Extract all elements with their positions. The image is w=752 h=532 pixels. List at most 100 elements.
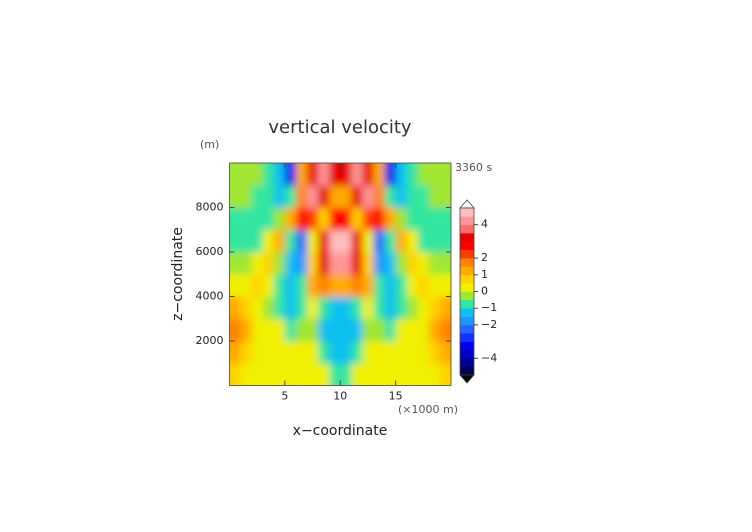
field-cell xyxy=(351,363,363,386)
y-tick-label: 6000 xyxy=(196,245,224,258)
field-cell xyxy=(417,207,430,231)
field-cell xyxy=(240,252,253,275)
field-cell xyxy=(351,207,363,231)
field-cell xyxy=(351,274,363,297)
field-cell xyxy=(384,318,397,342)
colorbar-segment xyxy=(460,316,474,326)
field-cell xyxy=(307,207,319,231)
field-cell xyxy=(417,363,430,386)
field-cell xyxy=(340,252,352,275)
field-cell xyxy=(240,318,253,342)
field-cell xyxy=(362,163,374,186)
field-cell xyxy=(384,229,397,253)
field-cell xyxy=(406,252,419,275)
field-cell xyxy=(318,252,330,275)
field-cell xyxy=(251,363,264,386)
field-cell xyxy=(229,252,242,275)
field-cell xyxy=(273,163,286,186)
colorbar-segment xyxy=(460,266,474,276)
field-cell xyxy=(384,274,397,297)
field-cell xyxy=(251,252,264,275)
field-cell xyxy=(318,207,330,231)
colorbar-segment xyxy=(460,299,474,309)
field-cell xyxy=(307,229,319,253)
field-cell xyxy=(329,274,341,297)
field-cell xyxy=(295,363,308,386)
field-cell xyxy=(307,185,319,208)
field-cell xyxy=(373,318,386,342)
field-cell xyxy=(406,229,419,253)
colorbar-tick-label: −4 xyxy=(481,351,497,364)
field-cell xyxy=(295,207,308,231)
field-cell xyxy=(362,207,374,231)
field-cell xyxy=(362,185,374,208)
field-cell xyxy=(307,296,319,320)
field-cell xyxy=(351,163,363,186)
x-unit: (×1000 m) xyxy=(398,403,458,416)
field-cell xyxy=(295,341,308,364)
field-cell xyxy=(251,274,264,297)
field-cell xyxy=(428,185,441,208)
field-cell xyxy=(406,185,419,208)
field-cell xyxy=(428,363,441,386)
colorbar-tick-label: 1 xyxy=(481,268,488,281)
field-cell xyxy=(273,185,286,208)
time-label: 3360 s xyxy=(455,161,492,174)
field-cell xyxy=(406,274,419,297)
field-cell xyxy=(284,296,297,320)
y-tick-label: 8000 xyxy=(196,201,224,214)
field-cell xyxy=(284,163,297,186)
field-cell xyxy=(240,274,253,297)
field-cell xyxy=(373,163,386,186)
field-cell xyxy=(329,363,341,386)
field-cell xyxy=(439,274,451,297)
colorbar-segment xyxy=(460,333,474,342)
colorbar-segment xyxy=(460,249,474,259)
field-cell xyxy=(262,363,275,386)
colorbar-segment xyxy=(460,208,474,217)
field-cell xyxy=(307,341,319,364)
field-cell xyxy=(362,274,374,297)
field-cell xyxy=(273,274,286,297)
colorbar-segment xyxy=(460,366,474,376)
field-cell xyxy=(406,341,419,364)
colorbar-segment xyxy=(460,308,474,317)
field-cell xyxy=(318,341,330,364)
field-cell xyxy=(351,341,363,364)
field-cell xyxy=(340,185,352,208)
field-cell xyxy=(428,229,441,253)
field-cell xyxy=(240,229,253,253)
field-cell xyxy=(262,318,275,342)
field-cell xyxy=(362,318,374,342)
field-cell xyxy=(384,363,397,386)
field-cell xyxy=(384,341,397,364)
field-cell xyxy=(417,296,430,320)
field-cell xyxy=(417,185,430,208)
field-cell xyxy=(307,163,319,186)
field-cell xyxy=(351,229,363,253)
field-cell xyxy=(373,207,386,231)
field-cell xyxy=(384,252,397,275)
field-cell xyxy=(395,274,408,297)
field-cell xyxy=(273,229,286,253)
field-cell xyxy=(428,163,441,186)
field-cell xyxy=(417,341,430,364)
field-cell xyxy=(318,363,330,386)
field-cell xyxy=(284,363,297,386)
colorbar-segment xyxy=(460,216,474,225)
field-cell xyxy=(273,252,286,275)
field-cells xyxy=(229,163,451,386)
field-cell xyxy=(406,296,419,320)
field-cell xyxy=(329,296,341,320)
field-cell xyxy=(439,341,451,364)
colorbar-segment xyxy=(460,241,474,251)
field-cell xyxy=(362,229,374,253)
field-cell xyxy=(329,163,341,186)
field-cell xyxy=(340,363,352,386)
field-cell xyxy=(240,341,253,364)
field-cell xyxy=(262,229,275,253)
field-cell xyxy=(229,163,242,186)
field-cell xyxy=(406,318,419,342)
field-cell xyxy=(395,185,408,208)
